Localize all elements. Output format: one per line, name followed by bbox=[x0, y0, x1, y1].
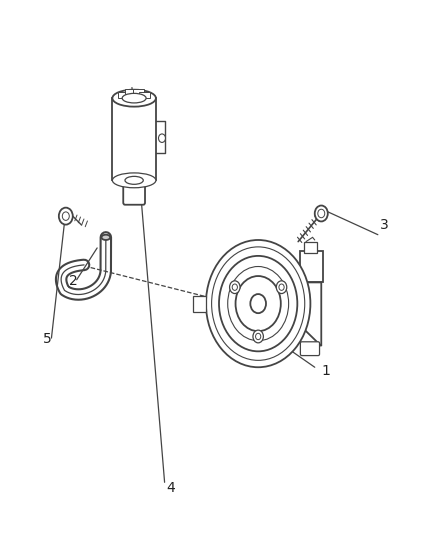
Text: 2: 2 bbox=[69, 274, 78, 288]
Ellipse shape bbox=[113, 90, 156, 107]
Ellipse shape bbox=[125, 176, 143, 184]
Circle shape bbox=[279, 284, 284, 290]
Circle shape bbox=[251, 294, 266, 313]
Circle shape bbox=[236, 276, 281, 331]
Circle shape bbox=[228, 266, 289, 341]
Polygon shape bbox=[300, 282, 321, 346]
Circle shape bbox=[315, 206, 328, 221]
Circle shape bbox=[159, 134, 166, 142]
Ellipse shape bbox=[113, 173, 156, 188]
FancyBboxPatch shape bbox=[193, 296, 206, 312]
Text: 3: 3 bbox=[380, 219, 389, 232]
FancyBboxPatch shape bbox=[139, 92, 150, 98]
Circle shape bbox=[230, 281, 240, 294]
FancyBboxPatch shape bbox=[304, 241, 317, 253]
Text: 1: 1 bbox=[321, 364, 330, 378]
FancyBboxPatch shape bbox=[125, 90, 135, 96]
FancyBboxPatch shape bbox=[123, 178, 145, 205]
Circle shape bbox=[255, 333, 261, 340]
FancyBboxPatch shape bbox=[300, 251, 323, 282]
Circle shape bbox=[59, 208, 73, 224]
Circle shape bbox=[62, 212, 69, 220]
FancyBboxPatch shape bbox=[133, 90, 144, 96]
Ellipse shape bbox=[122, 93, 146, 103]
Circle shape bbox=[212, 247, 305, 360]
FancyBboxPatch shape bbox=[300, 342, 320, 356]
FancyBboxPatch shape bbox=[113, 98, 156, 180]
Text: 5: 5 bbox=[43, 333, 52, 346]
Circle shape bbox=[253, 330, 263, 343]
Text: 4: 4 bbox=[167, 481, 176, 495]
FancyBboxPatch shape bbox=[118, 92, 129, 98]
Circle shape bbox=[219, 256, 297, 351]
Circle shape bbox=[276, 281, 287, 294]
Circle shape bbox=[206, 240, 311, 367]
Circle shape bbox=[318, 209, 325, 217]
Circle shape bbox=[232, 284, 237, 290]
Ellipse shape bbox=[102, 235, 110, 240]
